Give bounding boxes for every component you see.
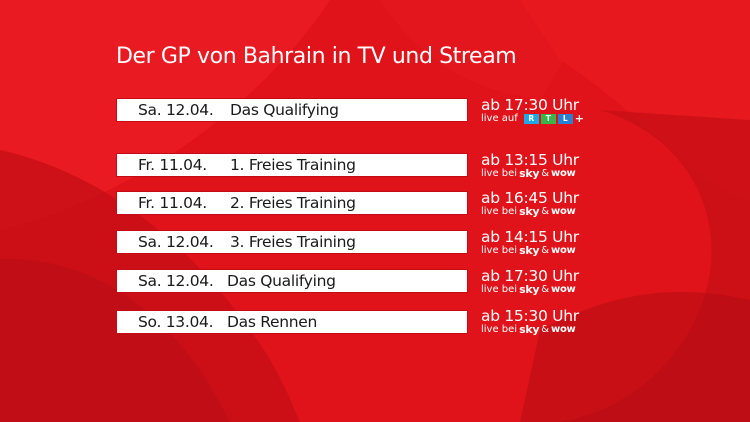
broadcast-prefix: live bei: [481, 284, 518, 295]
schedule-info: ab 14:15 Uhr live bei sky & wow: [481, 229, 579, 257]
ampersand: &: [541, 206, 550, 217]
rtl-r-box: R: [523, 114, 539, 124]
ampersand: &: [541, 284, 550, 295]
ampersand: &: [541, 324, 550, 335]
featured-broadcaster: live auf R T L +: [481, 113, 584, 125]
schedule-info: ab 16:45 Uhr live bei sky & wow: [481, 190, 579, 218]
ampersand: &: [541, 168, 550, 179]
schedule-date: Sa. 12.04.: [138, 233, 214, 251]
schedule-time: ab 13:15 Uhr: [481, 151, 579, 169]
broadcast-prefix: live bei: [481, 324, 518, 335]
broadcast-prefix: live bei: [481, 245, 518, 256]
featured-info: ab 17:30 Uhr live auf R T L +: [481, 97, 584, 125]
schedule-row: Fr. 11.04. 1. Freies Training: [116, 153, 468, 177]
schedule-broadcaster: live bei sky & wow: [481, 168, 579, 180]
sky-logo: sky: [519, 323, 540, 336]
schedule-row: Sa. 12.04. Das Qualifying: [116, 269, 468, 293]
sky-logo: sky: [519, 283, 540, 296]
schedule-row: Fr. 11.04. 2. Freies Training: [116, 191, 468, 215]
schedule-date: Fr. 11.04.: [138, 194, 207, 212]
schedule-event: Das Qualifying: [227, 272, 336, 290]
broadcast-prefix: live auf: [481, 113, 518, 124]
schedule-info: ab 15:30 Uhr live bei sky & wow: [481, 308, 579, 336]
schedule-broadcaster: live bei sky & wow: [481, 206, 579, 218]
rtl-t-box: T: [540, 114, 556, 124]
schedule-date: Sa. 12.04.: [138, 272, 214, 290]
schedule-row: So. 13.04. Das Rennen: [116, 310, 468, 334]
schedule-info: ab 13:15 Uhr live bei sky & wow: [481, 152, 579, 180]
broadcast-prefix: live bei: [481, 206, 518, 217]
rtl-plus-logo: R T L +: [523, 112, 585, 125]
wow-logo: wow: [551, 324, 576, 335]
schedule-broadcaster: live bei sky & wow: [481, 284, 579, 296]
featured-row: Sa. 12.04. Das Qualifying: [116, 98, 468, 122]
schedule-event: 1. Freies Training: [230, 156, 356, 174]
schedule-event: 2. Freies Training: [230, 194, 356, 212]
rtl-l-box: L: [557, 114, 573, 124]
featured-date: Sa. 12.04.: [138, 101, 214, 119]
page-title: Der GP von Bahrain in TV und Stream: [116, 44, 517, 69]
schedule-row: Sa. 12.04. 3. Freies Training: [116, 230, 468, 254]
featured-time: ab 17:30 Uhr: [481, 96, 579, 114]
schedule-time: ab 16:45 Uhr: [481, 189, 579, 207]
sky-logo: sky: [519, 167, 540, 180]
wow-logo: wow: [551, 284, 576, 295]
rtl-plus-sign: +: [574, 112, 585, 125]
schedule-time: ab 15:30 Uhr: [481, 307, 579, 325]
wow-logo: wow: [551, 245, 576, 256]
schedule-event: 3. Freies Training: [230, 233, 356, 251]
schedule-info: ab 17:30 Uhr live bei sky & wow: [481, 268, 579, 296]
schedule-broadcaster: live bei sky & wow: [481, 245, 579, 257]
schedule-event: Das Rennen: [227, 313, 318, 331]
sky-logo: sky: [519, 205, 540, 218]
wow-logo: wow: [551, 206, 576, 217]
schedule-time: ab 14:15 Uhr: [481, 228, 579, 246]
sky-logo: sky: [519, 244, 540, 257]
wow-logo: wow: [551, 168, 576, 179]
featured-event: Das Qualifying: [230, 101, 339, 119]
schedule-time: ab 17:30 Uhr: [481, 267, 579, 285]
ampersand: &: [541, 245, 550, 256]
schedule-date: Fr. 11.04.: [138, 156, 207, 174]
broadcast-prefix: live bei: [481, 168, 518, 179]
schedule-broadcaster: live bei sky & wow: [481, 324, 579, 336]
schedule-date: So. 13.04.: [138, 313, 214, 331]
